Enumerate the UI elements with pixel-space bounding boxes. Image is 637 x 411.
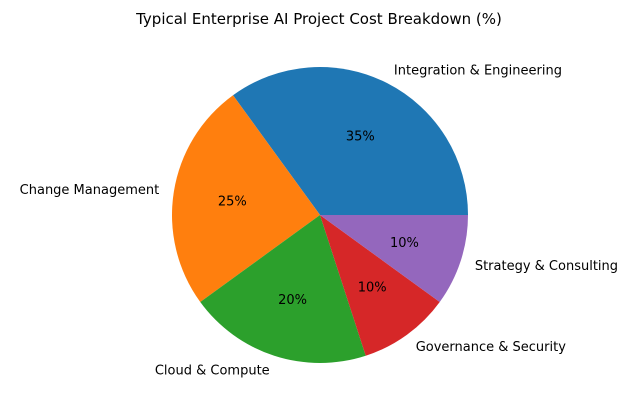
slice-percent-label: 10% xyxy=(390,236,419,251)
pie-slice-1 xyxy=(172,95,320,302)
chart-title: Typical Enterprise AI Project Cost Break… xyxy=(135,10,502,28)
slice-percent-label: 35% xyxy=(346,129,375,144)
pie-slice-0 xyxy=(233,67,469,215)
slice-label: Change Management xyxy=(20,183,160,198)
slice-label: Governance & Security xyxy=(416,340,567,355)
pie-slice-4 xyxy=(320,215,468,302)
slice-percent-label: 20% xyxy=(278,293,307,308)
slice-label: Cloud & Compute xyxy=(155,363,270,378)
pie-slice-2 xyxy=(200,215,366,363)
pie-slice-3 xyxy=(320,215,440,356)
slice-percent-label: 10% xyxy=(358,280,387,295)
slice-label: Integration & Engineering xyxy=(394,63,562,78)
slice-percent-label: 25% xyxy=(218,195,247,210)
slice-label: Strategy & Consulting xyxy=(475,259,618,274)
